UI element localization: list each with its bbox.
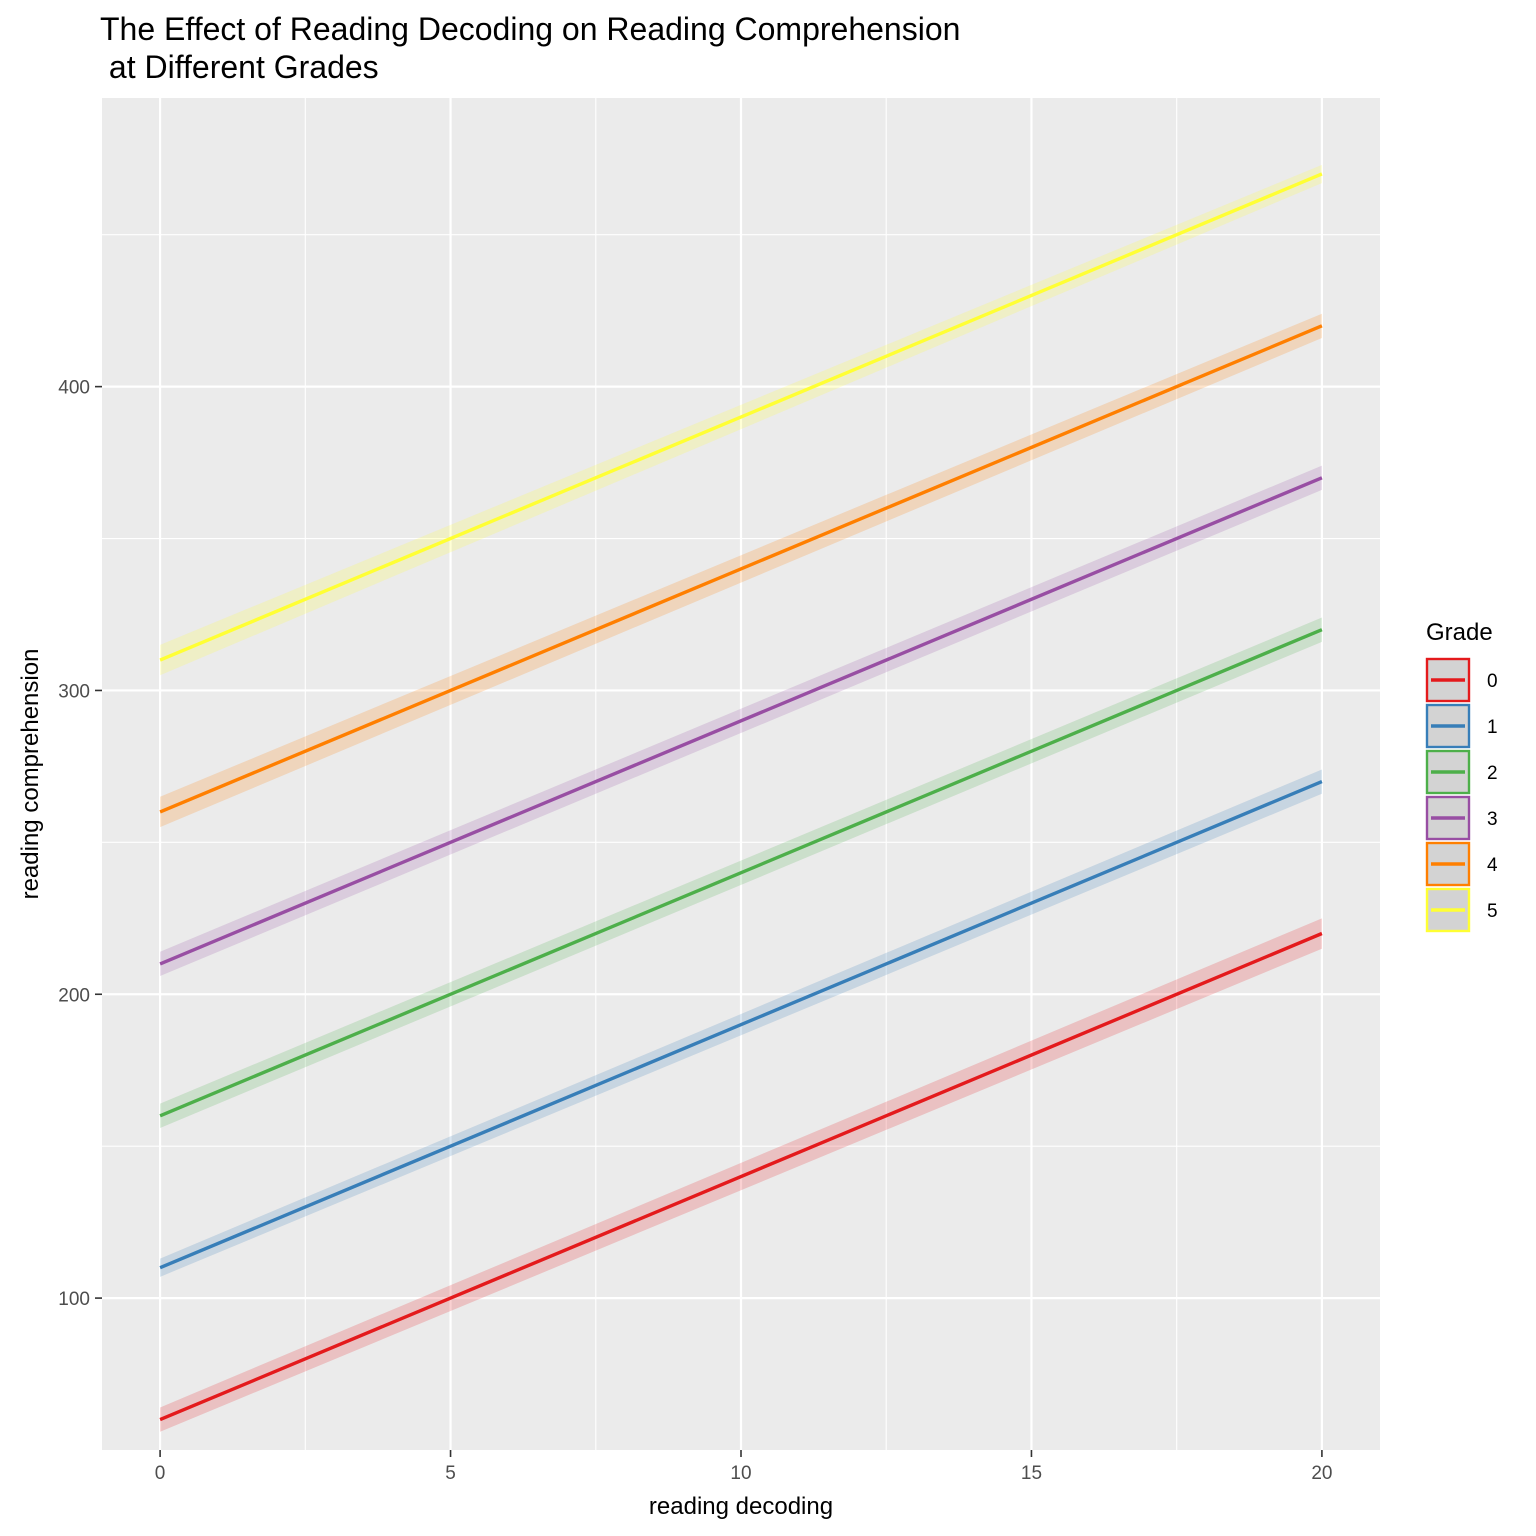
x-tick-label: 0 bbox=[155, 1463, 166, 1484]
legend-title: Grade bbox=[1426, 619, 1493, 646]
y-tick-label: 400 bbox=[58, 378, 90, 399]
x-axis-title: reading decoding bbox=[649, 1493, 833, 1520]
chart-title: The Effect of Reading Decoding on Readin… bbox=[100, 11, 960, 85]
legend-label-grade-0: 0 bbox=[1487, 671, 1498, 692]
chart-title-line-2: at Different Grades bbox=[100, 49, 379, 85]
y-tick-label: 300 bbox=[58, 681, 90, 702]
legend-label-grade-5: 5 bbox=[1487, 901, 1498, 922]
line-grade-5 bbox=[159, 172, 1323, 662]
x-tick-label: 10 bbox=[730, 1463, 751, 1484]
line-grade-0 bbox=[159, 931, 1323, 1422]
legend-label-grade-1: 1 bbox=[1487, 717, 1498, 738]
line-grade-2 bbox=[159, 628, 1323, 1118]
y-tick-label: 200 bbox=[58, 985, 90, 1006]
line-grade-1 bbox=[159, 780, 1323, 1270]
y-axis: 100 200 300 400 bbox=[58, 378, 102, 1310]
series-lines bbox=[159, 172, 1323, 1422]
y-axis-title: reading comprehension bbox=[17, 649, 44, 900]
chart-title-line-1: The Effect of Reading Decoding on Readin… bbox=[100, 11, 960, 47]
x-tick-label: 20 bbox=[1311, 1463, 1332, 1484]
line-grade-3 bbox=[159, 476, 1323, 966]
x-tick-label: 5 bbox=[445, 1463, 456, 1484]
legend: Grade 0 1 2 3 4 5 bbox=[1425, 619, 1498, 933]
legend-label-grade-3: 3 bbox=[1487, 809, 1498, 830]
ribbon-grade-5 bbox=[160, 164, 1322, 676]
legend-label-grade-4: 4 bbox=[1487, 855, 1498, 876]
y-tick-label: 100 bbox=[58, 1289, 90, 1310]
grid-major bbox=[102, 98, 1380, 1450]
line-grade-4 bbox=[159, 324, 1323, 814]
x-tick-label: 15 bbox=[1021, 1463, 1042, 1484]
x-axis: 0 5 10 15 20 bbox=[155, 1450, 1332, 1484]
legend-label-grade-2: 2 bbox=[1487, 763, 1498, 784]
